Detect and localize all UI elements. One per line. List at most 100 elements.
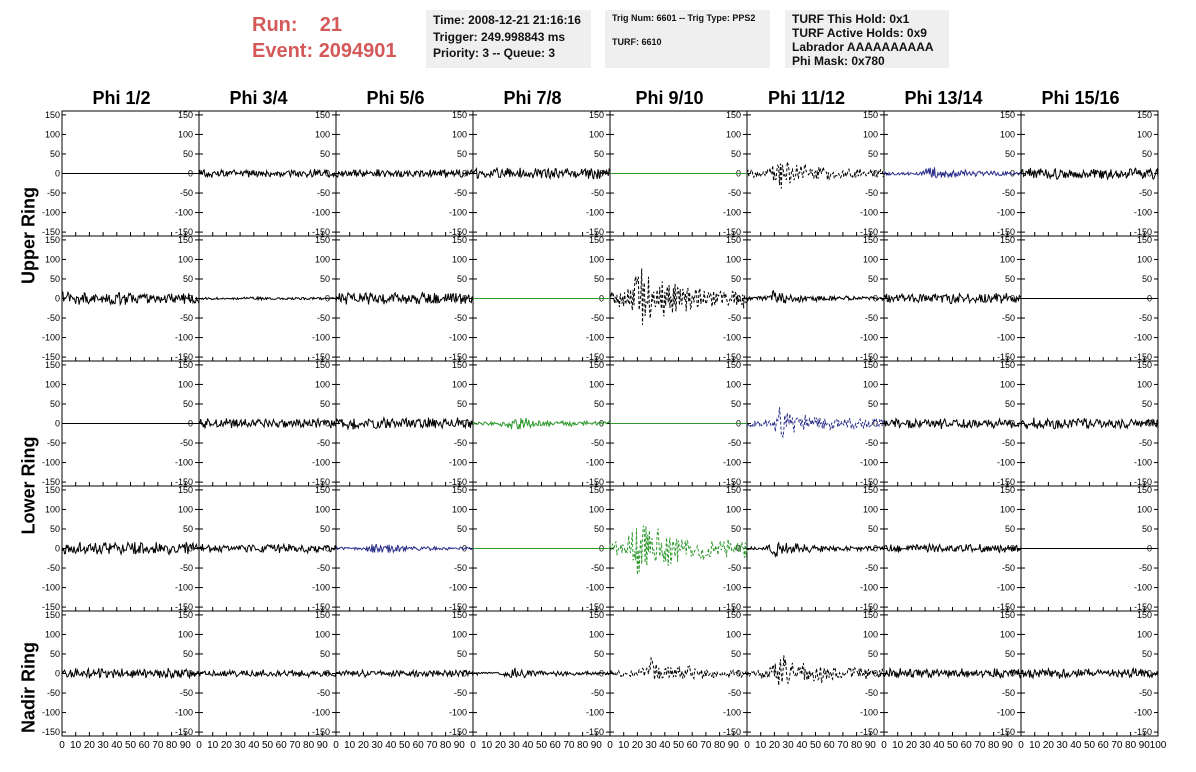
y-tick-label: 0 xyxy=(55,419,60,429)
y-tick-label: 150 xyxy=(315,360,330,370)
y-tick-label: -150 xyxy=(860,477,878,487)
y-tick-label: 150 xyxy=(315,110,330,120)
y-tick-label: 50 xyxy=(457,149,467,159)
y-tick-label: 150 xyxy=(1000,360,1015,370)
y-tick-label: 50 xyxy=(594,524,604,534)
y-tick-label: -100 xyxy=(1134,208,1152,218)
y-tick-label: -150 xyxy=(449,602,467,612)
waveform-trace xyxy=(1020,167,1159,181)
y-tick-label: 0 xyxy=(873,544,878,554)
info-box-trig: Trig Num: 6601 -- Trig Type: PPS2 TURF: … xyxy=(605,10,770,68)
y-tick-label: -100 xyxy=(723,708,741,718)
y-tick-label: 150 xyxy=(726,235,741,245)
y-tick-label: -100 xyxy=(997,458,1015,468)
y-tick-label: 100 xyxy=(1137,379,1152,389)
x-tick-label: 70 xyxy=(700,740,712,751)
x-tick-label: 10 xyxy=(1029,740,1041,751)
y-tick-label: 100 xyxy=(452,379,467,389)
y-tick-label: 100 xyxy=(1137,254,1152,264)
x-tick-label: 70 xyxy=(563,740,575,751)
x-tick-label: 90 xyxy=(454,740,466,751)
x-tick-label: 40 xyxy=(1070,740,1082,751)
y-tick-label: -150 xyxy=(723,477,741,487)
y-tick-label: 0 xyxy=(188,544,193,554)
x-tick-label: 10 xyxy=(344,740,356,751)
y-tick-label: 50 xyxy=(50,149,60,159)
y-tick-label: -100 xyxy=(723,333,741,343)
y-tick-label: 50 xyxy=(594,649,604,659)
y-tick-label: 50 xyxy=(1142,524,1152,534)
y-tick-label: -50 xyxy=(454,688,467,698)
y-tick-label: 50 xyxy=(457,274,467,284)
y-tick-label: 100 xyxy=(452,504,467,514)
y-tick-label: 150 xyxy=(45,235,60,245)
waveform-trace xyxy=(198,168,336,179)
x-tick-label: 20 xyxy=(495,740,507,751)
y-tick-label: 100 xyxy=(45,129,60,139)
y-tick-label: -150 xyxy=(312,727,330,737)
x-tick-label: 60 xyxy=(824,740,836,751)
y-tick-label: 150 xyxy=(452,485,467,495)
y-tick-label: 0 xyxy=(462,419,467,429)
y-tick-label: -50 xyxy=(728,688,741,698)
y-tick-label: -100 xyxy=(997,208,1015,218)
y-tick-label: -150 xyxy=(312,602,330,612)
y-tick-label: 150 xyxy=(1137,235,1152,245)
y-tick-label: -100 xyxy=(997,583,1015,593)
x-tick-label: 60 xyxy=(413,740,425,751)
y-tick-label: 50 xyxy=(183,274,193,284)
info-line: Labrador AAAAAAAAAA xyxy=(792,40,934,54)
y-tick-label: -150 xyxy=(175,227,193,237)
y-tick-label: -50 xyxy=(180,438,193,448)
y-tick-label: -100 xyxy=(175,333,193,343)
x-tick-label: 80 xyxy=(1125,740,1137,751)
y-tick-label: -150 xyxy=(997,352,1015,362)
y-tick-label: -50 xyxy=(1002,188,1015,198)
y-tick-label: 150 xyxy=(452,360,467,370)
x-tick-label: 20 xyxy=(769,740,781,751)
y-tick-label: 150 xyxy=(1137,485,1152,495)
y-tick-label: -100 xyxy=(175,458,193,468)
waveform-trace xyxy=(609,525,748,575)
y-tick-label: -150 xyxy=(42,477,60,487)
y-tick-label: -150 xyxy=(312,352,330,362)
x-tick-label: 20 xyxy=(84,740,96,751)
waveform-trace xyxy=(61,666,200,680)
column-header: Phi 5/6 xyxy=(366,88,425,108)
waveform-trace xyxy=(198,417,337,429)
x-tick-label: 40 xyxy=(248,740,260,751)
y-tick-label: -150 xyxy=(586,227,604,237)
y-tick-label: -50 xyxy=(591,688,604,698)
y-tick-label: 150 xyxy=(589,485,604,495)
y-tick-label: 150 xyxy=(452,610,467,620)
column-header: Phi 11/12 xyxy=(767,88,846,108)
y-tick-label: 100 xyxy=(1137,629,1152,639)
x-tick-label: 50 xyxy=(399,740,411,751)
y-tick-label: -100 xyxy=(449,583,467,593)
y-tick-label: -50 xyxy=(317,563,330,573)
y-tick-label: -50 xyxy=(180,688,193,698)
y-tick-label: 50 xyxy=(594,274,604,284)
y-tick-label: -100 xyxy=(42,708,60,718)
waveform-trace xyxy=(335,543,474,554)
y-tick-label: 100 xyxy=(178,504,193,514)
info-line: Phi Mask: 0x780 xyxy=(792,54,885,68)
x-tick-label: 90 xyxy=(1002,740,1014,751)
y-tick-label: 100 xyxy=(315,379,330,389)
waveform-trace xyxy=(335,291,474,305)
y-tick-label: -150 xyxy=(997,477,1015,487)
x-tick-label: 30 xyxy=(235,740,247,751)
info-line: Trigger: 249.998843 ms xyxy=(433,29,566,44)
x-tick-label: 80 xyxy=(577,740,589,751)
y-tick-label: 50 xyxy=(1142,399,1152,409)
y-tick-label: -100 xyxy=(586,708,604,718)
x-tick-label: 40 xyxy=(659,740,671,751)
x-tick-label: 100 xyxy=(1150,740,1167,751)
info-box-time: Time: 2008-12-21 21:16:16 Trigger: 249.9… xyxy=(426,10,591,68)
y-tick-label: 50 xyxy=(1005,149,1015,159)
y-tick-label: 50 xyxy=(731,149,741,159)
waveform-trace xyxy=(609,268,748,325)
y-tick-label: -100 xyxy=(723,583,741,593)
x-tick-label: 0 xyxy=(59,740,65,751)
